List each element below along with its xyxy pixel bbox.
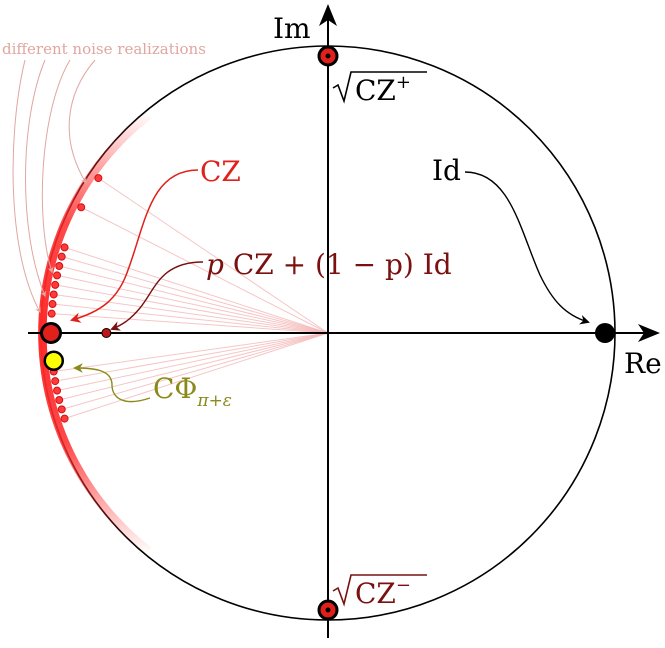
mixture-point: [101, 328, 112, 338]
sqrt-cz-minus-sup: −: [396, 575, 411, 596]
noise-ray: [55, 332, 329, 382]
imag-axis-arrowhead: [319, 4, 337, 26]
mixture-arrow: [110, 261, 204, 331]
noise-point: [48, 300, 57, 309]
noise-realizations: [47, 174, 329, 423]
noise-ray: [59, 265, 329, 334]
sqrt-cz-plus-center: [325, 53, 331, 59]
noise-point: [60, 414, 69, 423]
cz-label: CZ: [200, 155, 241, 188]
sqrt-cz-minus-text: CZ−: [355, 575, 411, 610]
noise-point: [49, 290, 58, 299]
noise-point: [94, 174, 103, 183]
noise-band: [38, 112, 152, 554]
mixture-p: p: [206, 248, 224, 281]
real-axis-arrowhead: [638, 324, 660, 342]
noise-ray: [56, 274, 329, 334]
noise-ray: [59, 332, 329, 401]
id-arrow: [464, 171, 590, 325]
id-label: Id: [432, 154, 461, 187]
cz-arrow: [69, 169, 199, 323]
noise-ray: [98, 177, 329, 334]
sqrt-cz-plus-radical: [332, 71, 427, 104]
sqrt-cz-plus-base: CZ: [355, 74, 396, 107]
sqrt-cz-minus-label: CZ−: [332, 574, 427, 610]
noise-point: [77, 203, 86, 212]
noise-ray: [51, 313, 329, 334]
sqrt-cz-plus-sup: +: [396, 72, 411, 93]
real-axis-label: Re: [624, 347, 662, 380]
noise-point: [47, 309, 56, 318]
cphi-main: CΦ: [153, 372, 197, 405]
noise-point: [53, 386, 62, 395]
cz-point: [40, 322, 62, 344]
cphi-subscript: π+ε: [196, 391, 232, 411]
noise-ray: [55, 284, 329, 334]
noise-point: [57, 405, 66, 414]
noise-point: [60, 243, 69, 252]
mixture-one-minus-p: (1 − p): [315, 248, 414, 281]
sqrt-cz-minus-base: CZ: [355, 577, 396, 610]
noise-ray: [53, 293, 329, 334]
mixture-id: Id: [414, 248, 452, 281]
noise-ray: [61, 332, 329, 410]
noise-point: [51, 377, 60, 386]
cphi-arrow: [73, 363, 151, 403]
noise-ray: [64, 332, 329, 420]
imag-axis-label: Im: [273, 12, 311, 45]
id-point: [595, 323, 615, 343]
mixture-label: p CZ + (1 − p) Id: [206, 248, 452, 281]
noise-point: [51, 280, 60, 289]
noise-ray: [56, 332, 329, 392]
noise-point: [57, 252, 66, 261]
sqrt-cz-plus-label: CZ+: [332, 71, 427, 107]
sqrt-cz-plus-text: CZ+: [355, 72, 411, 107]
noise-ray: [61, 256, 329, 334]
sqrt-cz-minus-radical: [332, 574, 427, 607]
noise-ray: [80, 206, 329, 334]
noise-point: [53, 271, 62, 280]
sqrt-cz-minus-center: [325, 607, 331, 613]
cphi-point: [43, 350, 65, 371]
noise-point: [55, 396, 64, 405]
noise-label: different noise realizations: [2, 40, 206, 58]
cphi-label: CΦπ+ε: [153, 372, 232, 411]
noise-ray: [64, 246, 329, 334]
noise-ray: [53, 332, 329, 373]
noise-annotation-arrows: [12, 59, 96, 314]
mixture-cz: CZ +: [224, 248, 315, 281]
noise-point: [55, 261, 64, 270]
